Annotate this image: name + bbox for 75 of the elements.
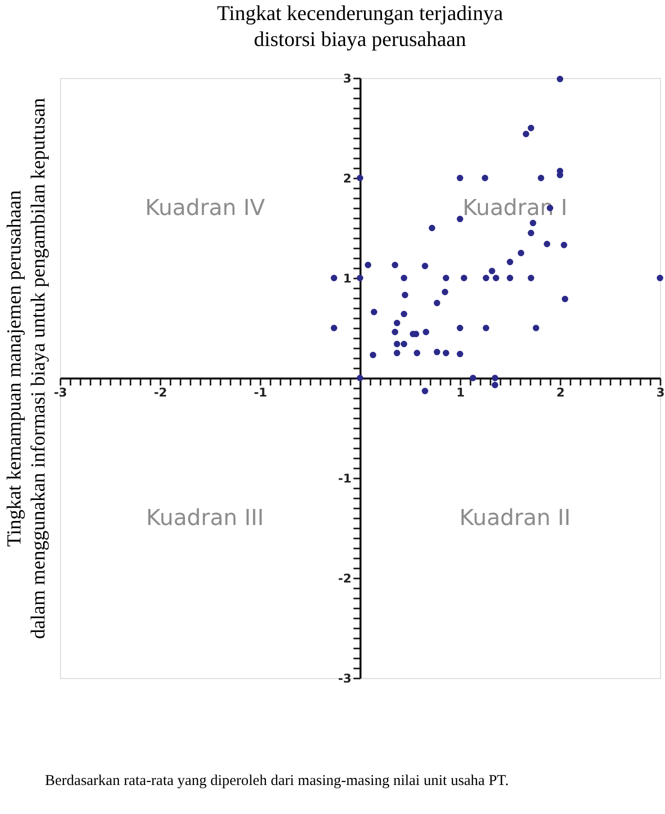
- point: [392, 328, 398, 336]
- point: [394, 350, 400, 356]
- point: [330, 274, 338, 282]
- point: [434, 300, 440, 306]
- point: [492, 374, 498, 382]
- chart-title: Tingkat kecenderungan terjadinya distorsi biaya perusahaan: [216, 1, 504, 51]
- point: [556, 76, 564, 82]
- point: [460, 274, 468, 282]
- x-tick-label: 2: [556, 386, 565, 400]
- point: [442, 350, 450, 356]
- point: [456, 350, 464, 358]
- point: [482, 324, 490, 332]
- point: [506, 274, 514, 282]
- point: [442, 274, 450, 282]
- point: [400, 274, 408, 282]
- y-axis-title: Tingkat kemampuan manajemen perusahaan dalam menggunakan informasi biaya untuk pengambilan keputusan: [4, 98, 50, 639]
- point: [442, 288, 448, 296]
- y-tick-label: -3: [338, 672, 352, 686]
- point: [532, 324, 540, 332]
- annotation: Kuadran IV: [145, 196, 265, 221]
- point: [422, 328, 430, 336]
- x-tick-label: 3: [656, 386, 665, 400]
- x-tick-label: -2: [154, 386, 168, 400]
- point: [330, 324, 338, 332]
- y-tick-label: 3: [343, 72, 352, 86]
- point: [482, 274, 490, 282]
- y-tick-label: -1: [338, 472, 352, 486]
- y-tick-label: 2: [343, 172, 352, 186]
- point: [492, 382, 498, 388]
- annotation: Kuadran II: [459, 506, 571, 531]
- point: [482, 174, 488, 182]
- point: [402, 292, 408, 298]
- point: [506, 258, 514, 266]
- point: [394, 340, 400, 348]
- point: [414, 350, 420, 356]
- point: [560, 242, 568, 248]
- point: [400, 310, 408, 318]
- point: [522, 130, 530, 138]
- point: [488, 268, 496, 274]
- point: [528, 274, 534, 282]
- point: [370, 308, 378, 316]
- point: [544, 240, 550, 248]
- point: [562, 296, 568, 302]
- x-tick-label: -3: [54, 386, 68, 400]
- point: [400, 340, 408, 348]
- point: [370, 352, 376, 358]
- point: [528, 124, 534, 132]
- point: [556, 172, 564, 178]
- point: [528, 230, 534, 236]
- point: [428, 224, 436, 232]
- point: [434, 348, 440, 356]
- point: [356, 374, 364, 382]
- point: [364, 262, 372, 268]
- point: [422, 388, 428, 394]
- point: [456, 216, 464, 222]
- point: [394, 320, 400, 326]
- x-tick-label: -1: [254, 386, 268, 400]
- point: [356, 174, 364, 182]
- point: [392, 262, 398, 268]
- x-tick-label: 1: [456, 386, 465, 400]
- y-tick-label: 1: [343, 272, 352, 286]
- text: Berdasarkan rata-rata yang diperoleh dari masing-masing nilai unit usaha PT.: [45, 773, 509, 789]
- point: [456, 324, 464, 332]
- point: [422, 262, 428, 270]
- point: [470, 374, 476, 382]
- point: [492, 274, 500, 282]
- annotation: Kuadran I: [462, 196, 568, 221]
- point: [356, 274, 364, 282]
- point: [530, 220, 536, 226]
- point: [656, 274, 664, 282]
- point: [518, 250, 524, 256]
- point: [456, 174, 464, 182]
- point: [538, 174, 544, 182]
- y-tick-label: -2: [338, 572, 352, 586]
- annotation: Kuadran III: [146, 506, 264, 531]
